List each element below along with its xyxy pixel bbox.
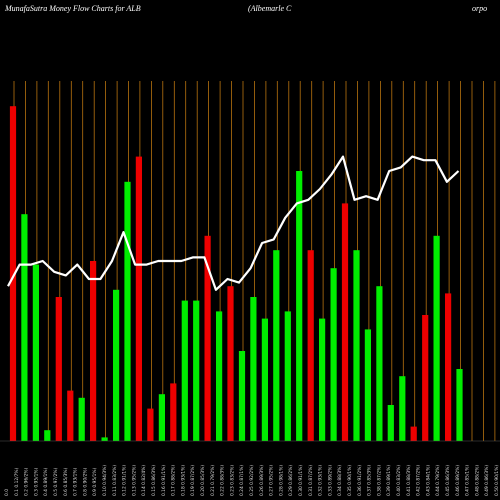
- flow-bar-up: [273, 250, 280, 441]
- x-tick-label: 0.10 0.94/3%): [102, 465, 108, 496]
- x-tick-label: 0.16 0.91/1%): [161, 465, 167, 496]
- x-tick-label: 0.33 0.89/2%): [327, 465, 333, 496]
- flow-bar-down: [9, 106, 17, 441]
- x-tick-label: 0.28 0.98/1%): [278, 465, 284, 496]
- money-flow-line: [7, 155, 460, 291]
- x-tick-label: 0.20 0.85/3%): [200, 465, 206, 496]
- flow-bar-up: [250, 297, 257, 441]
- flow-bar-down: [410, 426, 417, 441]
- x-tick-label: 0.3 0.95/1%): [33, 467, 39, 496]
- x-tick-label: 0.8 0.90/2%): [82, 467, 88, 496]
- flow-bar-up: [158, 394, 165, 441]
- chart-title: MunafaSutra Money Flow Charts for ALB: [4, 4, 141, 13]
- flow-bar-up: [387, 405, 394, 441]
- flow-bar-up: [353, 250, 360, 441]
- money-flow-bars: [9, 106, 463, 442]
- flow-bar-up: [44, 430, 51, 441]
- x-tick-label: 0.42 0.87/2%): [416, 465, 422, 496]
- x-tick-label: 0.48 0.88/2%): [474, 465, 480, 496]
- flow-bar-up: [261, 318, 268, 441]
- x-tick-label: 0.26 0.89/3%): [259, 465, 265, 496]
- x-tick-label: 0.36 0.91/2%): [357, 465, 363, 496]
- flow-bar-up: [284, 311, 291, 441]
- flow-bar-down: [445, 293, 452, 441]
- flow-bar-up: [113, 289, 120, 441]
- x-tick-label: 0.24 0.87/1%): [239, 465, 245, 496]
- flow-bar-up: [399, 376, 406, 441]
- x-tick-label: 0.43 0.84/1%): [425, 465, 431, 496]
- chart-title-company: (Albemarle C: [248, 4, 292, 13]
- x-tick-label: 0.29 0.86/2%): [288, 465, 294, 496]
- flow-bar-up: [181, 300, 188, 441]
- x-tick-label: 0.13 0.95/2%): [131, 465, 137, 496]
- x-tick-label: 0.32 0.93/1%): [318, 465, 324, 496]
- x-tick-label: 0.9 0.95/1%): [92, 467, 98, 496]
- flow-bar-up: [101, 437, 108, 441]
- flow-bar-up: [319, 318, 326, 441]
- x-axis-tick-labels: 0.0 0.1 0.12/7%) 0.2 0.96/2%) 0.3 0.95/1%) 0…: [4, 465, 500, 496]
- x-tick-label: 0.30 0.91/1%): [298, 465, 304, 496]
- x-tick-label: 0.23 0.83/2%): [229, 465, 235, 496]
- flow-bar-down: [147, 408, 154, 441]
- x-tick-label: 0.37 0.85/3%): [367, 465, 373, 496]
- x-tick-label: 0.17 0.88/2%): [171, 465, 177, 496]
- x-tick-label: 0.50 0.90/1%): [494, 465, 500, 496]
- x-tick-label: 0.6 0.85/3%): [63, 467, 69, 496]
- flow-bar-up: [21, 214, 28, 441]
- flow-bar-down: [170, 383, 177, 441]
- x-tick-label: 0.0: [4, 489, 10, 496]
- x-tick-label: 0.34 0.88/3%): [337, 465, 343, 496]
- x-tick-label: 0.45 0.86/3%): [445, 465, 451, 496]
- x-tick-label: 0.27 0.95/2%): [269, 465, 275, 496]
- x-tick-label: 0.25 0.92/2%): [249, 465, 255, 496]
- flow-bar-up: [78, 397, 85, 441]
- x-tick-label: 0.15 0.86/3%): [151, 465, 157, 496]
- flow-bar-up: [124, 181, 131, 442]
- flow-bar-up: [296, 171, 303, 441]
- flow-bar-down: [307, 250, 314, 441]
- x-tick-label: 0.19 0.87/2%): [190, 465, 196, 496]
- x-tick-label: 0.46 0.89/2%): [455, 465, 461, 496]
- flow-bar-down: [55, 297, 62, 441]
- x-tick-label: 0.11 0.83/2%): [112, 465, 118, 496]
- flow-bar-down: [90, 261, 97, 441]
- x-tick-label: 0.5 0.97/2%): [53, 467, 59, 496]
- x-tick-label: 0.39 0.89/1%): [386, 465, 392, 496]
- x-tick-label: 0.49 0.86/3%): [484, 465, 490, 496]
- x-tick-label: 0.47 0.85/1%): [465, 465, 471, 496]
- x-tick-label: 0.35 0.90/1%): [347, 465, 353, 496]
- flow-bar-down: [67, 390, 74, 441]
- x-tick-label: 0.40 0.83/2%): [396, 465, 402, 496]
- flow-bar-down: [341, 203, 349, 441]
- x-tick-label: 0.1 0.12/7%): [14, 467, 20, 496]
- x-tick-label: 0.2 0.96/2%): [24, 467, 30, 496]
- x-tick-label: 0.14 0.82/4%): [141, 465, 147, 496]
- x-tick-label: 0.41 0.88/3%): [406, 465, 412, 496]
- flow-bar-down: [204, 235, 211, 441]
- x-tick-label: 0.12 0.91/1%): [122, 465, 128, 496]
- flow-bar-down: [135, 156, 142, 441]
- flow-bar-up: [32, 264, 39, 441]
- x-tick-label: 0.44 0.79/2%): [435, 465, 441, 496]
- x-tick-label: 0.7 0.93/1%): [73, 467, 79, 496]
- x-tick-label: 0.21 0.79/2%): [210, 465, 216, 496]
- flow-bar-down: [422, 315, 429, 441]
- flow-bar-up: [193, 300, 200, 441]
- x-tick-label: 0.22 0.88/3%): [220, 465, 226, 496]
- x-tick-label: 0.31 0.87/2%): [308, 465, 314, 496]
- x-tick-label: 0.4 0.89/1%): [43, 467, 49, 496]
- flow-bar-up: [216, 311, 223, 441]
- flow-bar-up: [364, 329, 371, 441]
- flow-bar-up: [456, 369, 463, 441]
- x-tick-label: 0.38 0.87/2%): [376, 465, 382, 496]
- flow-bar-up: [433, 235, 440, 441]
- x-tick-label: 0.18 0.93/1%): [180, 465, 186, 496]
- flow-bar-up: [238, 351, 246, 441]
- flow-bar-up: [330, 268, 337, 441]
- chart-title-company-cont: orpo: [472, 4, 487, 13]
- flow-bar-up: [376, 286, 383, 441]
- flow-bar-down: [227, 286, 234, 441]
